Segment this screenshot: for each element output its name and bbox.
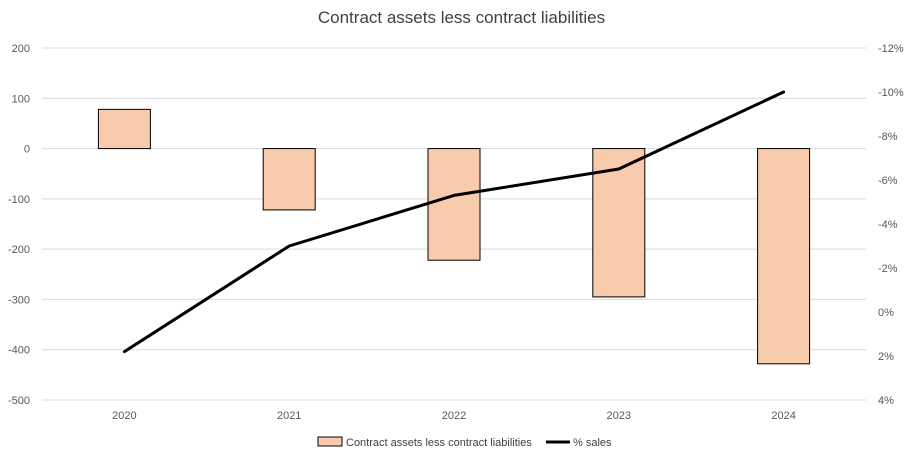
left-axis-tick-label: -300 — [8, 294, 30, 306]
left-axis-tick-label: -200 — [8, 244, 30, 256]
right-axis-tick-label: -4% — [878, 219, 898, 231]
left-axis-tick-label: -500 — [8, 395, 30, 407]
x-axis-tick-label: 2023 — [607, 410, 631, 422]
left-axis-tick-label: 100 — [12, 93, 30, 105]
chart-title: Contract assets less contract liabilitie… — [317, 8, 606, 27]
x-axis-tick-label: 2020 — [112, 410, 136, 422]
right-axis-tick-label: 4% — [878, 395, 894, 407]
bar — [757, 148, 811, 365]
left-axis-tick-label: 200 — [12, 43, 30, 55]
right-axis-tick-label: -10% — [878, 87, 904, 99]
x-axis-tick-label: 2024 — [771, 410, 795, 422]
left-axis-tick-label: -100 — [8, 194, 30, 206]
series-line-pct-sales — [122, 90, 786, 354]
left-axis-tick-label: -400 — [8, 345, 30, 357]
bar — [427, 148, 481, 261]
right-axis-tick-label: 0% — [878, 307, 894, 319]
right-axis-tick-label: -2% — [878, 263, 898, 275]
x-axis-tick-label: 2021 — [277, 410, 301, 422]
right-axis-tick-label: -6% — [878, 175, 898, 187]
right-axis-tick-label: -8% — [878, 131, 898, 143]
legend-swatch-bar — [317, 436, 343, 447]
bar — [97, 108, 151, 150]
right-axis-tick-label: -12% — [878, 43, 904, 55]
legend-label: % sales — [573, 437, 612, 449]
x-axis-tick-label: 2022 — [442, 410, 466, 422]
left-axis-tick-label: 0 — [24, 144, 30, 156]
bar — [262, 148, 316, 211]
right-axis-tick-label: 2% — [878, 351, 894, 363]
legend-label: Contract assets less contract liabilitie… — [346, 437, 532, 449]
